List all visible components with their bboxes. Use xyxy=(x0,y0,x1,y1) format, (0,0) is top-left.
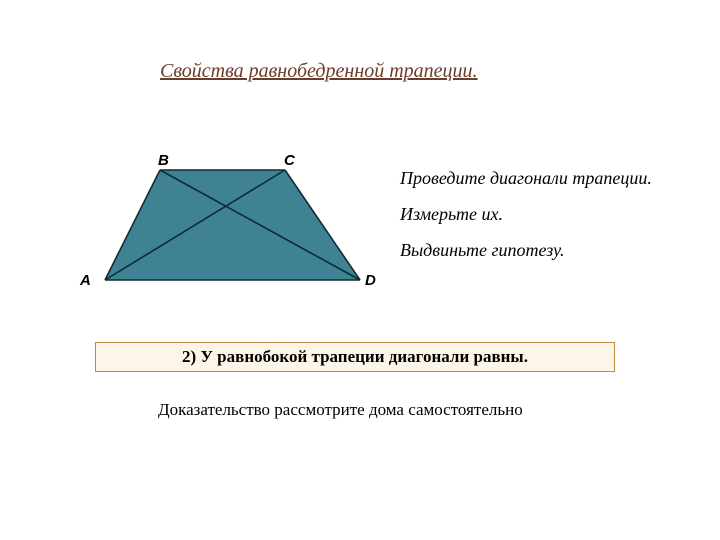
theorem-box: 2) У равнобокой трапеции диагонали равны… xyxy=(95,342,615,372)
vertex-label-a: A xyxy=(80,272,91,289)
instruction-line-2: Измерьте их. xyxy=(400,196,652,232)
page-title: Свойства равнобедренной трапеции. xyxy=(160,60,478,83)
trapezoid-diagram xyxy=(80,145,370,295)
instruction-line-1: Проведите диагонали трапеции. xyxy=(400,160,652,196)
vertex-label-d: D xyxy=(365,272,376,289)
instruction-line-3: Выдвиньте гипотезу. xyxy=(400,232,652,268)
vertex-label-b: B xyxy=(158,152,169,169)
vertex-label-c: C xyxy=(284,152,295,169)
theorem-text: 2) У равнобокой трапеции диагонали равны… xyxy=(182,347,528,366)
title-text: Свойства равнобедренной трапеции. xyxy=(160,60,478,82)
instructions-block: Проведите диагонали трапеции. Измерьте и… xyxy=(400,160,652,268)
homework-text: Доказательство рассмотрите дома самостоя… xyxy=(158,400,523,420)
